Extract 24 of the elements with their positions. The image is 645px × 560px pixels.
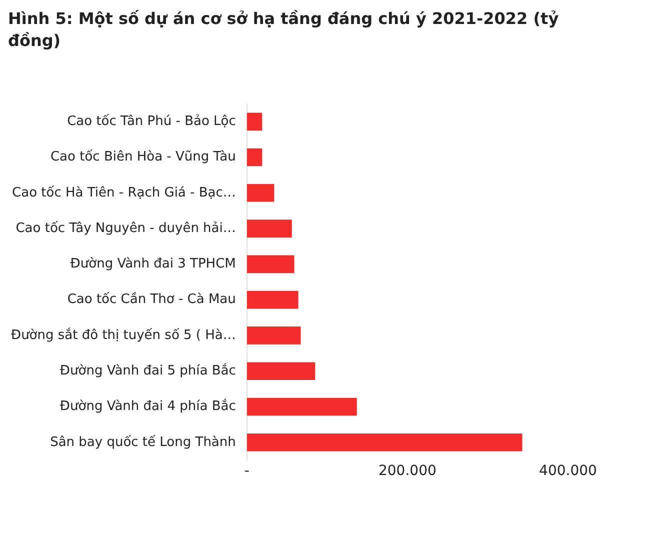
y-tick-label: Cao tốc Hà Tiên - Rạch Giá - Bạc… xyxy=(12,185,236,200)
chart-title: Hình 5: Một số dự án cơ sở hạ tầng đáng chú ý 2021-2022 (tỷ đồng) xyxy=(8,8,560,52)
bar xyxy=(246,433,522,452)
bar xyxy=(246,255,294,273)
bar xyxy=(246,290,298,309)
y-tick-label: Đường Vành đai 5 phía Bắc xyxy=(60,362,236,378)
bar xyxy=(246,326,301,344)
bar xyxy=(246,148,262,166)
y-tick-label: Cao tốc Biên Hòa - Vũng Tàu xyxy=(50,149,236,164)
bar xyxy=(246,398,357,416)
y-tick-label: Cao tốc Tân Phú - Bảo Lộc xyxy=(67,114,236,129)
y-tick-label: Cao tốc Cần Thơ - Cà Mau xyxy=(67,290,236,307)
y-tick-label: Sân bay quốc tế Long Thành xyxy=(50,434,236,450)
y-tick-label: Cao tốc Tây Nguyên - duyên hải… xyxy=(16,220,236,236)
bar xyxy=(246,362,316,380)
bar xyxy=(246,219,292,238)
y-tick-label: Đường Vành đai 4 phía Bắc xyxy=(60,398,236,414)
bar xyxy=(246,184,274,202)
x-tick-label: 400.000 xyxy=(539,463,597,480)
x-tick-label: - xyxy=(244,463,250,480)
y-tick-label: Đường Vành đai 3 TPHCM xyxy=(70,256,236,272)
y-tick-label: Đường sắt đô thị tuyến số 5 ( Hà… xyxy=(10,326,236,343)
bar xyxy=(246,112,262,130)
x-tick-label: 200.000 xyxy=(378,463,436,480)
